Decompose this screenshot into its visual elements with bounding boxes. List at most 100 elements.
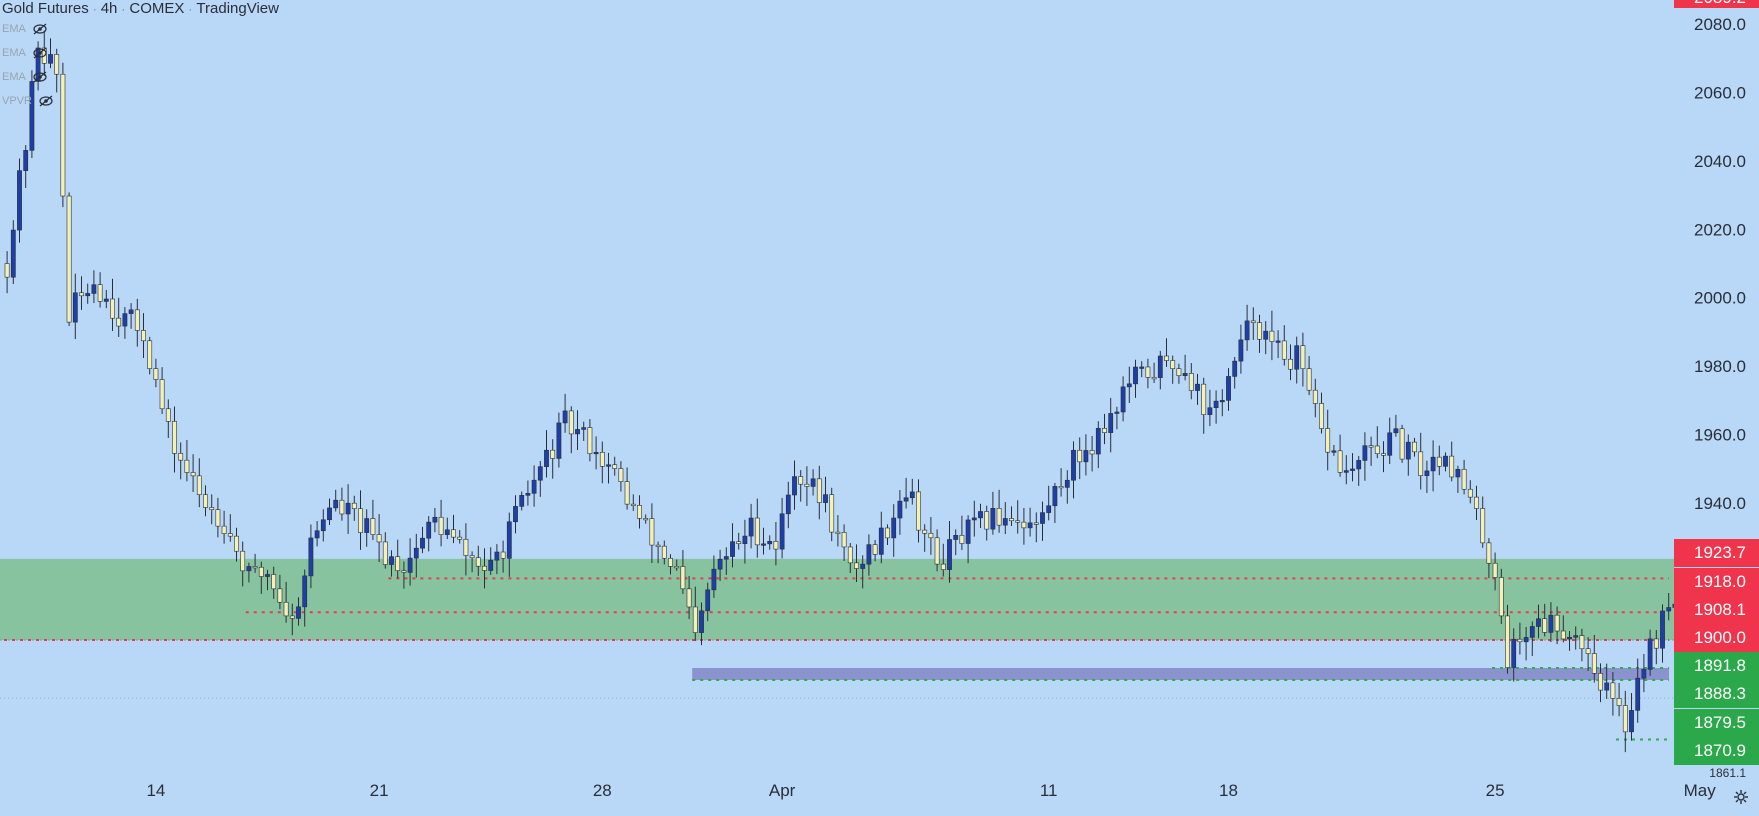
candle-body: [730, 541, 735, 557]
indicator-row-vpvr[interactable]: VPVR: [2, 95, 54, 107]
candle-body: [494, 551, 500, 561]
candle-body: [1449, 455, 1455, 478]
candle-body: [1182, 373, 1188, 376]
price-label-text: 1900.0: [1694, 628, 1746, 647]
indicator-row-ema-3[interactable]: EMA: [2, 71, 48, 83]
candle-body: [1325, 428, 1331, 453]
candle-body: [134, 309, 140, 331]
candle-body: [606, 464, 611, 467]
candle-body: [922, 529, 928, 534]
candle-body: [1616, 698, 1622, 706]
time-tick-label: 11: [1040, 781, 1058, 800]
symbol-name[interactable]: Gold Futures: [2, 0, 89, 17]
interval-label[interactable]: 4h: [100, 0, 118, 17]
hidden-eye-icon[interactable]: [32, 23, 48, 35]
candle-body: [159, 379, 165, 410]
candle-body: [1542, 618, 1548, 633]
candle-body: [1170, 360, 1176, 369]
candle-body: [1567, 636, 1572, 640]
candle-body: [897, 500, 903, 519]
candle-body: [1188, 373, 1194, 391]
candle-body: [1629, 710, 1634, 733]
time-tick-label: 25: [1486, 781, 1505, 800]
price-label-text: 1891.8: [1694, 656, 1746, 675]
candle-body: [308, 537, 314, 577]
candle-body: [351, 502, 357, 509]
candle-body: [85, 293, 91, 297]
candle-body: [289, 615, 295, 619]
indicator-row-ema-2[interactable]: EMA: [2, 47, 48, 59]
candle-body: [382, 541, 388, 565]
candle-body: [1467, 488, 1473, 498]
candle-body: [122, 313, 128, 327]
candle-body: [1120, 386, 1126, 413]
candle-body: [1108, 413, 1114, 433]
settings-gear-icon[interactable]: [1733, 789, 1749, 805]
price-label-text: 1879.5: [1694, 713, 1746, 732]
candle-body: [17, 170, 22, 231]
price-label-text: 1888.3: [1694, 684, 1746, 703]
candle-body: [339, 499, 345, 515]
price-label-box: [1674, 539, 1759, 567]
candle-body: [717, 558, 723, 570]
price-label-text: 1870.9: [1694, 741, 1746, 760]
candle-body: [1263, 330, 1269, 340]
candle-body: [234, 535, 239, 552]
candle-body: [649, 518, 655, 546]
candle-body: [841, 532, 847, 548]
price-label-box: [1674, 652, 1759, 680]
candle-body: [1058, 486, 1064, 489]
candle-body: [1387, 432, 1393, 456]
candle-body: [711, 568, 717, 591]
candle-body: [513, 506, 518, 523]
candle-body: [754, 517, 760, 546]
candle-body: [1498, 577, 1504, 617]
candle-body: [1201, 383, 1207, 415]
candle-body: [624, 481, 630, 505]
candle-body: [1412, 441, 1417, 453]
candle-body: [1666, 607, 1672, 612]
candle-body: [345, 502, 351, 515]
candle-body: [618, 468, 624, 482]
candle-body: [953, 535, 959, 540]
candle-body: [761, 543, 766, 546]
candle-body: [655, 544, 661, 547]
candle-body: [661, 545, 667, 559]
candle-body: [79, 292, 84, 297]
candle-body: [1443, 455, 1448, 467]
candle-body: [1405, 441, 1411, 460]
candle-body: [29, 81, 35, 151]
price-tick-label: 1940.0: [1694, 494, 1746, 513]
candle-body: [1114, 411, 1120, 414]
candle-body: [475, 557, 481, 567]
candle-body: [996, 507, 1002, 526]
candle-body: [506, 521, 512, 559]
candle-body: [643, 518, 649, 521]
indicator-label: EMA: [2, 23, 26, 35]
candle-body: [1238, 339, 1244, 362]
candle-body: [779, 513, 785, 550]
candle-body: [1145, 366, 1151, 378]
candle-body: [1207, 407, 1213, 415]
candle-body: [810, 478, 816, 487]
candle-body: [203, 494, 208, 508]
candle-body: [1480, 508, 1486, 544]
candle-body: [327, 507, 332, 521]
candle-body: [1151, 377, 1157, 380]
hidden-eye-icon[interactable]: [32, 47, 48, 59]
candle-body: [1312, 389, 1318, 404]
candle-body: [141, 330, 146, 342]
candle-body: [444, 529, 450, 535]
candle-body: [1343, 470, 1349, 473]
time-tick-label: 18: [1219, 781, 1238, 800]
candle-body: [519, 495, 525, 507]
hidden-eye-icon[interactable]: [32, 71, 48, 83]
hidden-eye-icon[interactable]: [38, 95, 54, 107]
candle-body: [296, 606, 301, 619]
candle-body: [469, 555, 475, 559]
price-label-box: [1674, 737, 1759, 765]
candle-body: [1548, 614, 1554, 633]
indicator-row-ema-1[interactable]: EMA: [2, 23, 48, 35]
